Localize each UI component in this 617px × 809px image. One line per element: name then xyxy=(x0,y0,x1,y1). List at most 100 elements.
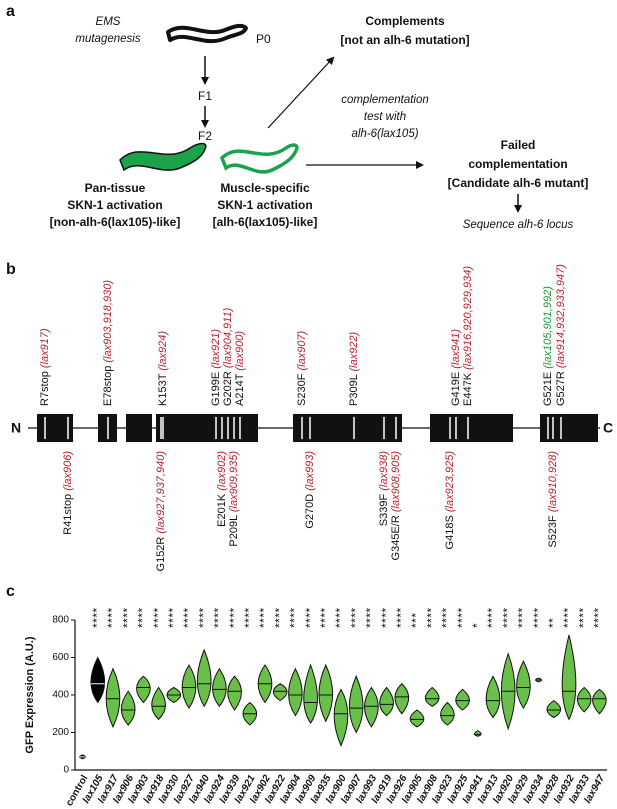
mutation-label: G521E (lax105,901,992) xyxy=(542,286,554,406)
outcome: Failed xyxy=(501,138,536,152)
mutation: E78stop xyxy=(102,366,114,406)
alleles: (lax922) xyxy=(348,331,360,371)
significance: **** xyxy=(561,607,575,628)
violin xyxy=(364,686,379,728)
violin xyxy=(576,686,592,713)
mutation: G202R xyxy=(222,371,234,406)
ems-text: EMS xyxy=(96,16,121,28)
panel-a: a EMS mutagenesis P0 F1 F2 Complements [… xyxy=(6,3,588,231)
significance: **** xyxy=(516,607,530,628)
significance: **** xyxy=(379,607,393,628)
outcome: complementation xyxy=(468,157,567,171)
alleles: (lax927,937,940) xyxy=(155,451,167,534)
mutation: G418S xyxy=(444,515,456,549)
violin xyxy=(333,688,349,747)
significance: **** xyxy=(288,607,302,628)
violin xyxy=(440,701,455,726)
significance: **** xyxy=(440,607,454,628)
violin xyxy=(455,688,470,711)
mutation: G199E xyxy=(210,372,222,406)
mutation-label: E201K (lax902) xyxy=(216,451,228,527)
exon xyxy=(540,414,598,442)
mutation-label: S230F (lax907) xyxy=(296,330,308,406)
mutation: K153T xyxy=(157,373,169,406)
violin xyxy=(473,730,482,737)
significance: **** xyxy=(212,607,226,628)
outcome: Complements xyxy=(365,14,445,28)
mutation: G419E xyxy=(450,372,462,406)
violin xyxy=(348,674,364,734)
mutation: G270D xyxy=(304,494,316,529)
mutation-label: G202R (lax904,911) xyxy=(222,307,234,406)
alleles: (lax902) xyxy=(216,451,228,491)
mutation: G521E xyxy=(542,372,554,406)
alleles: (lax909,935) xyxy=(228,451,240,512)
mutation: P209L xyxy=(228,515,240,547)
y-tick-label: 200 xyxy=(52,727,69,738)
test-text: test with xyxy=(364,111,406,123)
alleles: (lax904,911) xyxy=(222,307,234,368)
panel-label: c xyxy=(6,583,15,600)
mutation: S339F xyxy=(378,494,390,527)
mutation-label: G345E/R (lax908,905) xyxy=(390,451,402,561)
phenotype: SKN-1 activation xyxy=(67,198,162,212)
violin xyxy=(592,688,607,715)
significance: **** xyxy=(485,607,499,628)
significance: **** xyxy=(90,607,104,628)
phenotype: Pan-tissue xyxy=(85,181,146,195)
outcome: [not an alh-6 mutation] xyxy=(340,33,469,47)
violin xyxy=(227,675,242,711)
significance: **** xyxy=(531,607,545,628)
panel-label: a xyxy=(6,3,15,20)
significance: **** xyxy=(196,607,210,628)
violin xyxy=(90,656,106,704)
terminus: C xyxy=(603,420,613,436)
ems-text: mutagenesis xyxy=(75,33,140,45)
mutation: E201K xyxy=(216,493,228,527)
exon xyxy=(126,414,152,442)
violin xyxy=(288,667,303,717)
alleles: (lax923,925) xyxy=(444,451,456,512)
mutation-label: S339F (lax938) xyxy=(378,451,390,527)
mutation: E447K xyxy=(462,372,474,406)
significance: **** xyxy=(500,607,514,628)
alleles: (lax910,928) xyxy=(547,451,559,512)
panel-b: b N C R7stop (lax917) E78stop (lax903,918… xyxy=(6,261,613,571)
phenotype: [non-alh-6(lax105)-like] xyxy=(50,215,181,229)
mutation-label: A214T (lax900) xyxy=(234,331,246,406)
significance: * xyxy=(470,623,484,628)
violin xyxy=(516,660,531,710)
mutation: R7stop xyxy=(39,371,51,406)
mutation-label: R7stop (lax917) xyxy=(39,328,51,406)
mutation: R41stop xyxy=(62,494,74,535)
mutation-label: P309L (lax922) xyxy=(348,331,360,406)
arrow xyxy=(267,56,335,129)
mutation-label: G270D (lax993) xyxy=(304,451,316,529)
mutation-label: E78stop (lax903,918,930) xyxy=(102,280,114,406)
significance: *** xyxy=(409,612,423,628)
alleles: (lax908,905) xyxy=(390,451,402,512)
y-tick-label: 600 xyxy=(52,652,69,663)
generation: P0 xyxy=(256,32,271,46)
violin xyxy=(196,648,212,708)
mutation-label: G419E (lax941) xyxy=(450,329,462,406)
violin xyxy=(272,683,288,702)
y-tick-label: 0 xyxy=(63,765,69,776)
violin xyxy=(546,700,562,719)
significance: **** xyxy=(257,607,271,628)
alleles: (lax916,920,929,934) xyxy=(462,266,474,370)
alleles: (lax941) xyxy=(450,329,462,369)
violin xyxy=(181,664,197,710)
mutation-label: K153T (lax924) xyxy=(157,331,169,406)
significance: **** xyxy=(394,607,408,628)
violin xyxy=(561,634,577,721)
y-tick-label: 800 xyxy=(52,615,69,626)
y-tick-label: 400 xyxy=(52,690,69,701)
significance: **** xyxy=(227,607,241,628)
significance: **** xyxy=(333,607,347,628)
significance: **** xyxy=(424,607,438,628)
generation: F2 xyxy=(198,129,212,143)
mutation: G527R xyxy=(555,371,567,406)
